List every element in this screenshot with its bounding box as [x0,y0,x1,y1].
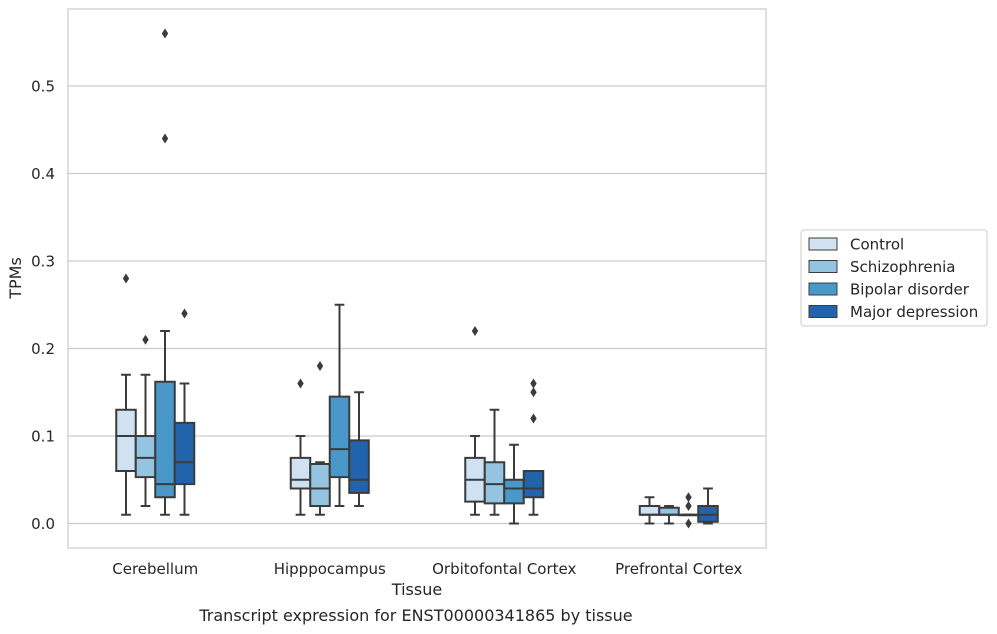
box-body [289,456,312,490]
legend-swatch [808,237,838,251]
box-body [328,395,351,479]
outlier-point [530,413,537,424]
outlier-point [685,501,692,511]
box [173,308,196,516]
legend: Control Schizophrenia Bipolar disorder Majo… [800,229,988,327]
box-body [154,380,176,499]
box [115,273,137,516]
outlier-point [685,492,692,503]
box [697,487,719,525]
box [522,378,545,516]
legend-label: Control [850,236,904,254]
box [134,334,157,507]
series-bipolar-disorder [154,28,700,529]
y-tick-label: 0.0 [31,515,55,533]
legend-swatch [808,260,838,273]
outlier-point [316,361,324,371]
box [638,496,661,525]
box-body [638,505,661,516]
box [348,391,370,507]
outlier-point [181,308,188,319]
y-tick-label: 0.3 [31,253,55,271]
box [464,326,486,516]
box-series [115,28,719,529]
box [289,378,312,516]
x-tick-label: Hipppocampus [274,560,386,578]
x-tick-label: Prefrontal Cortex [615,560,742,578]
outlier-point [122,273,130,284]
series-schizophrenia [134,334,680,525]
y-axis-label: TPMs [6,257,25,300]
y-tick-label: 0.5 [31,78,55,96]
legend-label: Schizophrenia [850,258,955,276]
y-tick-label: 0.4 [31,165,55,183]
legend-label: Bipolar disorder [850,281,970,299]
x-tick-label: Cerebellum [112,560,198,578]
outlier-point [142,334,149,345]
y-tick-label: 0.1 [31,428,55,446]
box-body [309,463,331,507]
box [677,492,700,529]
box-body [134,435,157,479]
box-body [348,439,370,494]
box-body [658,506,680,516]
box [309,361,331,516]
x-axis-ticks: Cerebellum Hipppocampus Orbitofontal Corte… [112,560,742,578]
x-tick-label: Orbitofontal Cortex [432,560,576,578]
outlier-point [161,28,169,39]
box-body [483,461,506,505]
box-body [115,408,137,472]
box [503,443,525,525]
legend-label: Major depression [850,303,978,321]
series-major-depression [173,308,719,525]
box [658,505,680,525]
legend-swatch [808,305,838,318]
box-body [173,421,196,486]
y-axis-ticks: 0.0 0.1 0.2 0.3 0.4 0.5 [31,78,55,534]
outlier-point [297,378,304,389]
series-control [115,273,661,525]
legend-frame [800,229,988,327]
x-axis-label: Tissue [391,580,442,599]
plot-frame [67,8,767,549]
outlier-point [530,387,537,398]
y-tick-label: 0.2 [31,340,55,358]
box-body [522,470,545,499]
outlier-point [161,133,169,144]
outlier-point [685,518,692,529]
chart-caption: Transcript expression for ENST0000034186… [199,606,633,625]
box-body [503,478,525,505]
outlier-point [530,378,537,389]
box [328,303,351,507]
legend-swatch [808,282,838,296]
outlier-point [471,326,479,336]
box [154,28,176,516]
box [483,408,506,516]
